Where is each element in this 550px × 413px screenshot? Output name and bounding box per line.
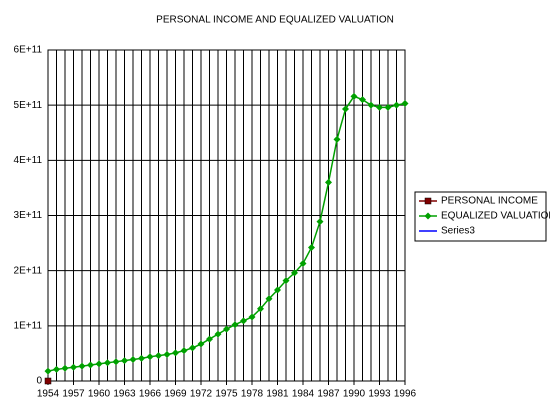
data-point	[376, 103, 383, 111]
x-tick-label: 1966	[139, 389, 162, 400]
x-tick-label: 1972	[190, 389, 213, 400]
legend-label: EQUALIZED VALUATION	[441, 211, 550, 222]
data-point	[223, 325, 230, 333]
data-point	[44, 367, 52, 375]
x-tick-label: 1978	[241, 389, 264, 400]
data-point	[214, 330, 222, 338]
data-point	[248, 313, 256, 321]
data-point	[308, 243, 315, 251]
legend-marker	[424, 197, 432, 205]
x-tick-label: 1984	[292, 389, 315, 400]
data-point	[70, 363, 77, 371]
data-point	[78, 362, 86, 370]
data-point	[197, 340, 205, 348]
y-tick-label: 5E+11	[14, 100, 43, 111]
x-tick-label: 1975	[215, 389, 238, 400]
y-tick-label: 4E+11	[14, 155, 43, 166]
x-tick-label: 1993	[368, 389, 391, 400]
x-tick-label: 1987	[317, 389, 340, 400]
data-point	[333, 135, 341, 143]
data-point	[206, 335, 213, 343]
y-tick-label: 6E+11	[14, 45, 43, 56]
data-point	[274, 286, 281, 294]
legend-marker	[424, 212, 432, 220]
data-point	[146, 353, 154, 361]
legend-label: PERSONAL INCOME	[441, 196, 538, 207]
y-tick-label: 3E+11	[14, 210, 43, 221]
data-point	[325, 178, 332, 186]
data-point	[359, 96, 366, 104]
x-tick-label: 1981	[266, 389, 289, 400]
data-point	[121, 357, 128, 365]
data-point	[282, 277, 290, 285]
data-point	[129, 355, 137, 363]
data-point	[87, 361, 94, 369]
data-point	[393, 101, 400, 109]
x-tick-label: 1996	[394, 389, 417, 400]
x-tick-label: 1954	[37, 389, 60, 400]
x-tick-label: 1990	[343, 389, 366, 400]
data-point	[95, 360, 103, 368]
data-point	[44, 377, 52, 385]
data-point	[53, 365, 60, 373]
data-point	[401, 100, 409, 108]
data-point	[240, 317, 247, 325]
legend-label: Series3	[441, 226, 475, 237]
x-tick-label: 1957	[62, 389, 85, 400]
data-point	[231, 321, 239, 329]
data-point	[138, 354, 145, 362]
x-tick-label: 1960	[88, 389, 111, 400]
data-point	[265, 295, 273, 303]
data-point	[342, 105, 349, 113]
x-tick-label: 1963	[113, 389, 136, 400]
plot-border	[47, 49, 406, 382]
data-point	[104, 359, 111, 367]
data-point	[299, 259, 307, 267]
data-point	[257, 305, 264, 313]
data-point	[350, 92, 358, 100]
data-point	[163, 351, 171, 359]
data-point	[112, 358, 120, 366]
y-tick-label: 2E+11	[14, 265, 43, 276]
chart-title: PERSONAL INCOME AND EQUALIZED VALUATION	[156, 15, 394, 26]
data-point	[61, 364, 69, 372]
data-point	[155, 352, 162, 360]
data-point	[316, 218, 324, 226]
data-point	[172, 349, 179, 357]
y-tick-label: 0	[36, 376, 42, 387]
x-tick-label: 1969	[164, 389, 187, 400]
data-point	[189, 344, 196, 352]
data-point	[291, 269, 298, 277]
data-point	[384, 103, 392, 111]
y-tick-label: 1E+11	[14, 320, 43, 331]
data-point	[367, 101, 375, 109]
data-point	[180, 347, 188, 355]
